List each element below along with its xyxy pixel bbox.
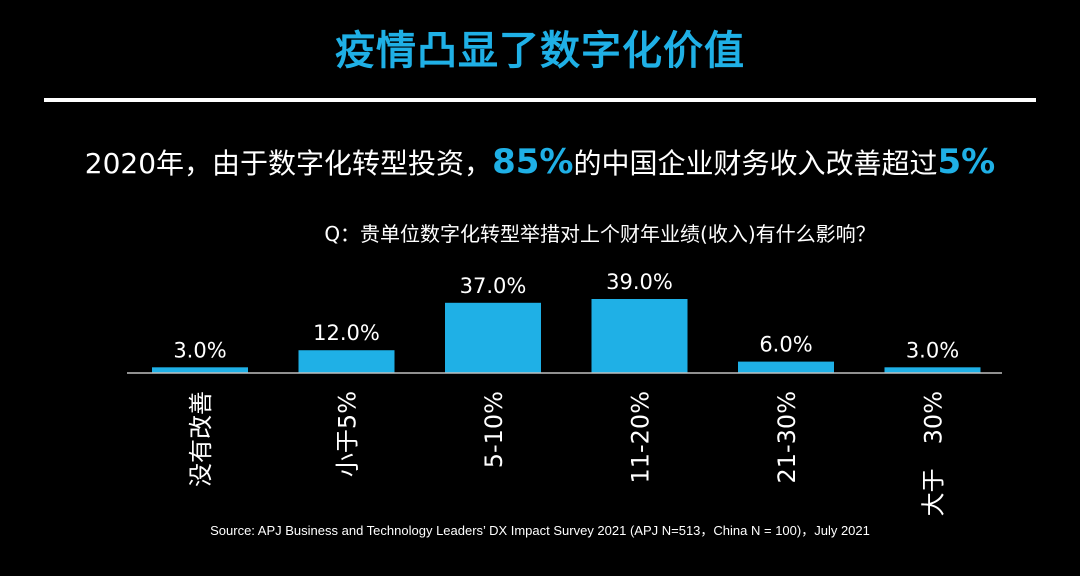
category-label-3: 11-20%: [627, 391, 655, 484]
title-divider: [44, 98, 1036, 102]
category-label-1: 小于5%: [334, 391, 362, 477]
bar-2: [445, 302, 541, 373]
survey-question: Q：贵单位数字化转型举措对上个财年业绩(收入)有什么影响？: [324, 222, 876, 246]
bar-0: [152, 367, 248, 373]
page-title: 疫情凸显了数字化价值: [335, 28, 745, 74]
category-label-5: 大于 30%: [920, 391, 948, 516]
data-label-0: 3.0%: [173, 338, 226, 362]
category-label-2: 5-10%: [480, 391, 508, 468]
category-label-0: 没有改善: [187, 391, 215, 487]
bar-5: [884, 367, 981, 373]
source-note: Source: APJ Business and Technology Lead…: [210, 523, 870, 538]
data-label-4: 6.0%: [759, 333, 812, 357]
data-label-5: 3.0%: [906, 338, 959, 362]
data-label-2: 37.0%: [460, 274, 527, 298]
data-label-3: 39.0%: [606, 270, 673, 294]
headline: 2020年，由于数字化转型投资，85%的中国企业财务收入改善超过5%: [0, 142, 1080, 182]
category-label-4: 21-30%: [773, 391, 801, 484]
headline-text-2: 的中国企业财务收入改善超过: [573, 147, 938, 180]
bar-3: [591, 299, 688, 373]
bar-4: [738, 361, 834, 373]
headline-highlight-5: 5%: [937, 142, 996, 182]
headline-highlight-85: 85%: [492, 142, 574, 182]
data-label-1: 12.0%: [313, 321, 380, 345]
headline-text-1: 2020年，由于数字化转型投资，: [84, 147, 493, 180]
bar-1: [298, 350, 395, 373]
